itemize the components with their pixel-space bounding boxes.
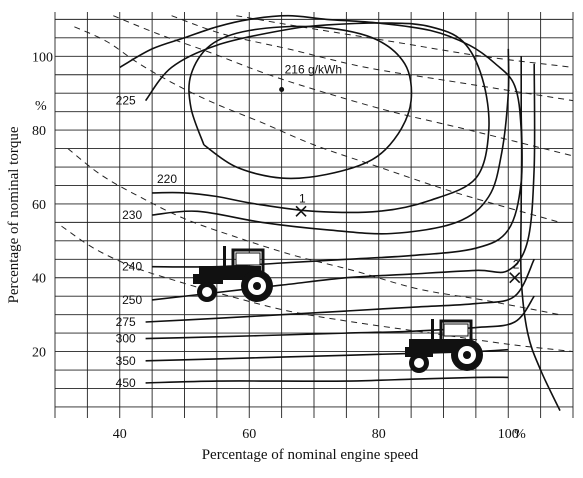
x-tick-label: 100 [498,427,519,442]
isoline-240 [152,56,523,268]
constant-power-curves [61,15,574,353]
tractor-icon [193,246,273,302]
center-consumption-label: 216 g/kWh [285,63,342,77]
full-load-curve [119,14,561,411]
isoline-230 [152,48,510,235]
constant-power-curve [67,148,561,316]
isoline-label: 275 [116,315,136,329]
isoline-220 [188,25,413,180]
isoline-300 [145,295,535,340]
x-tick-label: 60 [242,427,256,442]
isoline-label: 230 [122,208,142,222]
constant-power-curve [236,15,574,68]
constant-power-curve [171,15,574,102]
isoline-label: 350 [116,354,136,368]
isoline-450 [145,376,509,384]
operating-point-marker [509,272,521,284]
x-axis-title: Percentage of nominal engine speed [202,447,419,463]
y-tick-label: 60 [32,198,46,213]
y-tick-label: 100 [32,50,53,65]
tractor-icon [405,319,483,373]
constant-power-curve [113,15,574,157]
center-point [279,87,285,93]
y-tick-label: 40 [32,272,46,287]
y-tick-label: 20 [32,346,46,361]
isoline-275 [145,258,535,323]
y-tick-label: 80 [32,124,46,139]
isoline-label: 450 [116,376,136,390]
operating-point-label: 1 [299,191,306,205]
x-tick-label: 40 [113,427,127,442]
isoline-label: 220 [157,172,177,186]
x-unit-label: % [514,427,526,442]
full-load-line [119,14,561,411]
y-unit-label: % [35,99,47,114]
isoline-label: 300 [116,332,136,346]
x-tick-label: 80 [372,427,386,442]
isoline-label: 240 [122,260,142,274]
isoline-label: 250 [122,293,142,307]
isoline-225 [144,22,490,214]
y-axis-title: Percentage of nominal torque [6,126,22,303]
operating-point-label: 2 [513,258,520,272]
isoline-label: 225 [116,94,136,108]
isoline-250 [152,63,536,301]
operating-point-marker [295,205,307,217]
axes: 20 40 60 80 100% 40 60 80 100% Percentage of nomi… [6,50,526,463]
operating-points: 12 [279,87,521,284]
constant-power-curve [74,26,561,223]
